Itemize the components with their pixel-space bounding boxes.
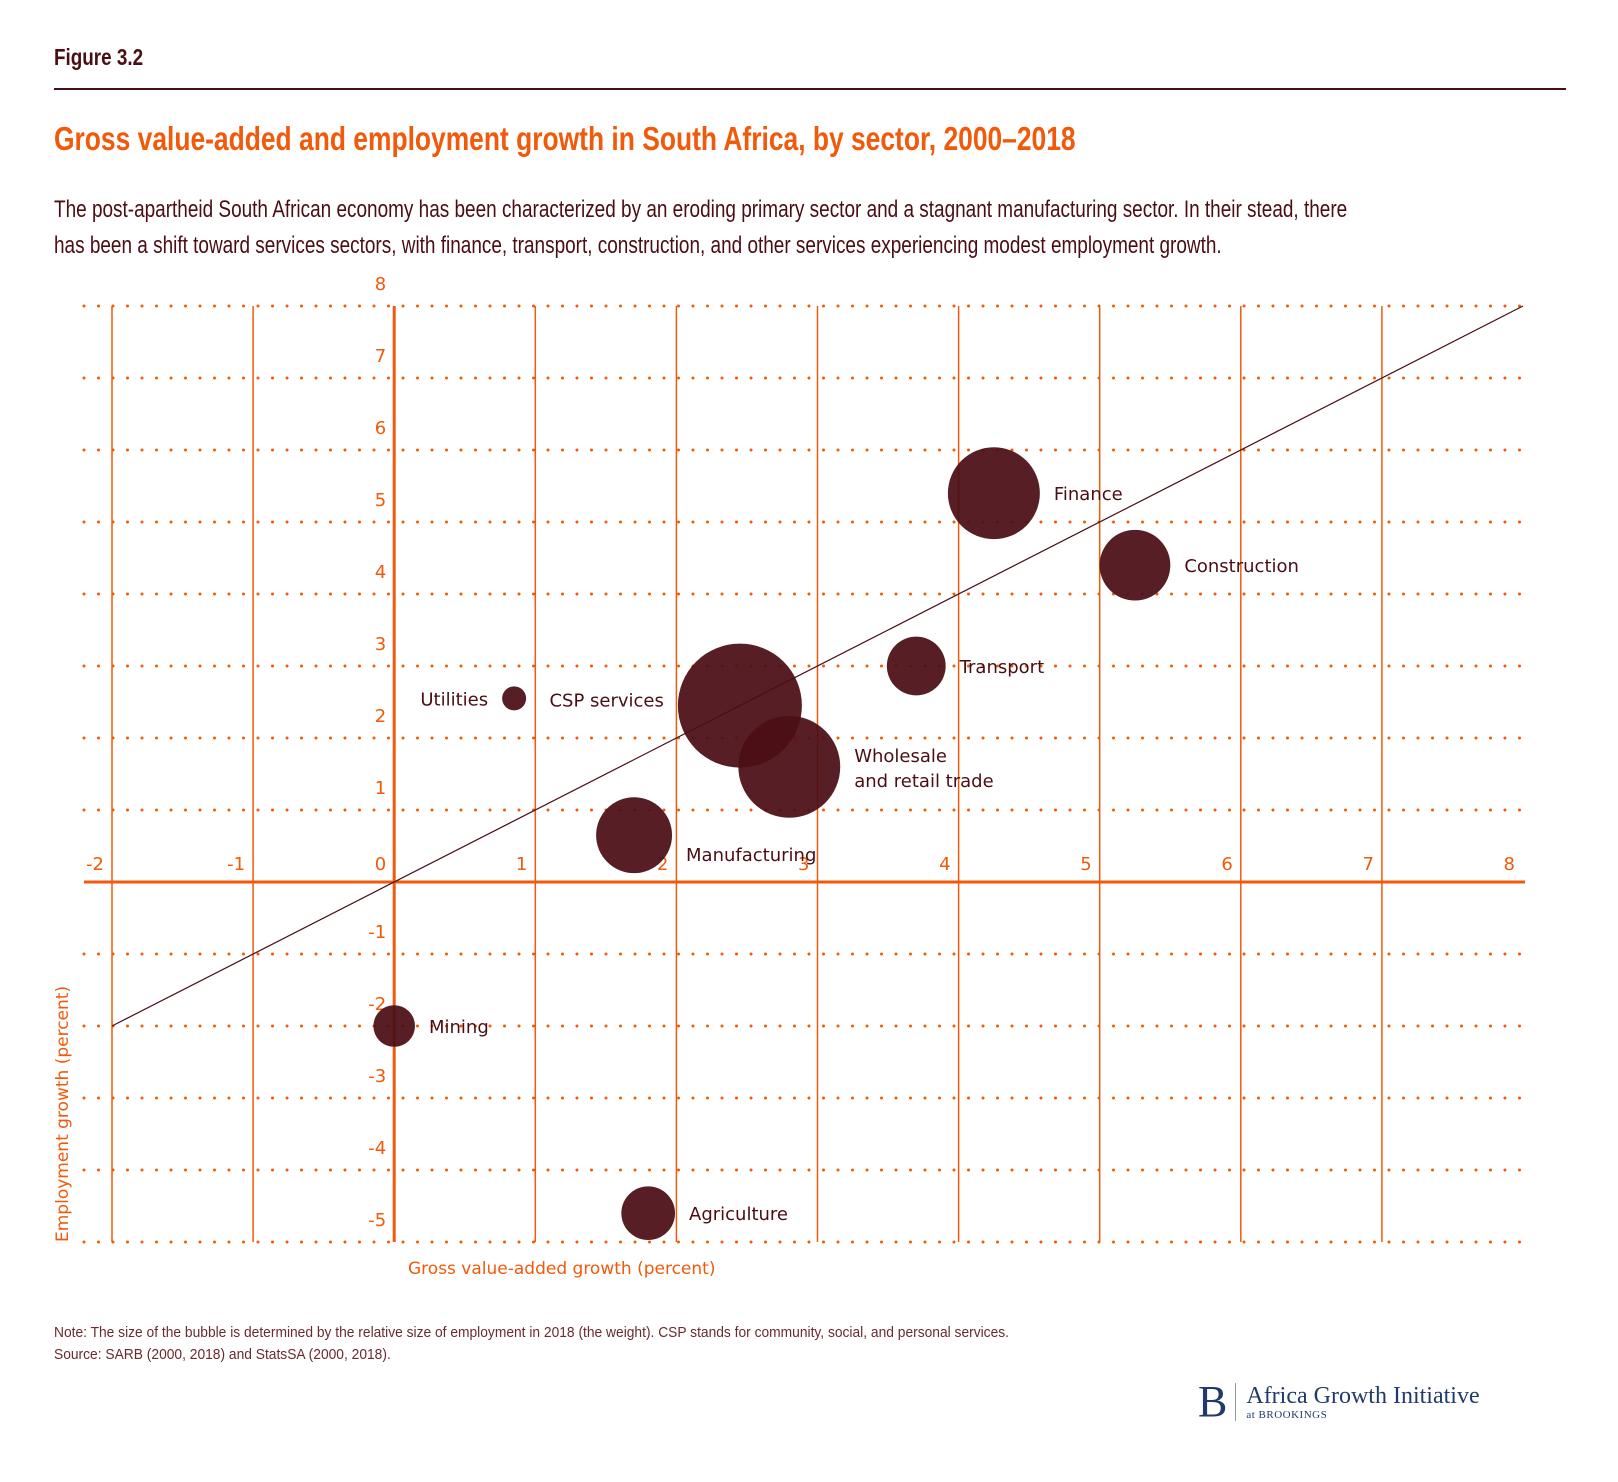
y-tick-label: -3 bbox=[368, 1066, 386, 1087]
bubble-mining bbox=[373, 1005, 415, 1047]
bubble-utilities bbox=[502, 686, 527, 711]
x-tick-label: 2 bbox=[657, 854, 668, 875]
y-tick-label: 3 bbox=[375, 634, 386, 655]
header-rule bbox=[54, 88, 1566, 90]
bubble-finance bbox=[947, 447, 1040, 540]
bubble-label: Construction bbox=[1184, 556, 1299, 577]
bubble-agriculture bbox=[621, 1186, 676, 1241]
source-text: Source: SARB (2000, 2018) and StatsSA (2… bbox=[54, 1346, 391, 1363]
x-tick-label: -2 bbox=[86, 854, 104, 875]
vertical-gridlines bbox=[111, 306, 1383, 1242]
x-tick-label: 1 bbox=[516, 854, 527, 875]
bubble-transport bbox=[886, 636, 946, 696]
figure-label: Figure 3.2 bbox=[54, 44, 144, 70]
y-tick-label: 8 bbox=[375, 274, 386, 295]
subtitle-line: The post-apartheid South African economy… bbox=[54, 196, 1348, 223]
logo-subtitle: at BROOKINGS bbox=[1246, 1409, 1328, 1421]
y-axis-label: Employment growth (percent) bbox=[53, 986, 73, 1242]
bubble-label: Mining bbox=[429, 1017, 489, 1038]
brookings-logo: B Africa Growth Initiative at BROOKINGS bbox=[1198, 1380, 1480, 1424]
bubble-label: Utilities bbox=[420, 689, 488, 710]
bubble-manufacturing bbox=[596, 797, 673, 874]
chart-title: Gross value-added and employment growth … bbox=[54, 120, 1076, 157]
bubble-label: Finance bbox=[1054, 484, 1123, 505]
note-text: Note: The size of the bubble is determin… bbox=[54, 1324, 1009, 1341]
logo-name: Africa Growth Initiative bbox=[1246, 1383, 1480, 1409]
bubble-label: and retail trade bbox=[854, 771, 993, 792]
x-tick-label: 8 bbox=[1504, 854, 1515, 875]
y-tick-label: 1 bbox=[375, 778, 386, 799]
brookings-b-icon: B bbox=[1198, 1377, 1228, 1426]
bubble-construction bbox=[1099, 529, 1171, 601]
bubble-label: Wholesale bbox=[854, 746, 947, 767]
chart-note: Note: The size of the bubble is determin… bbox=[54, 1322, 1009, 1366]
bubble-label: Transport bbox=[959, 657, 1044, 678]
bubble-wholesale-and-retail-trade bbox=[738, 715, 841, 818]
x-tick-label: 3 bbox=[798, 854, 809, 875]
x-axis-label: Gross value-added growth (percent) bbox=[408, 1259, 715, 1279]
y-tick-label: 4 bbox=[375, 562, 386, 583]
y-tick-label: 7 bbox=[375, 346, 386, 367]
y-tick-label: -4 bbox=[368, 1138, 386, 1159]
bubble-label: CSP services bbox=[549, 690, 663, 711]
chart-subtitle: The post-apartheid South African economy… bbox=[54, 192, 1347, 264]
x-tick-label: 0 bbox=[375, 854, 386, 875]
y-tick-label: 5 bbox=[375, 490, 386, 511]
x-tick-label: 6 bbox=[1221, 854, 1232, 875]
x-tick-label: 4 bbox=[939, 854, 950, 875]
x-tick-label: 5 bbox=[1080, 854, 1091, 875]
subtitle-line: has been a shift toward services sectors… bbox=[54, 232, 1222, 259]
y-tick-label: 2 bbox=[375, 706, 386, 727]
y-tick-label: 6 bbox=[375, 418, 386, 439]
bubble-label: Manufacturing bbox=[686, 845, 816, 866]
x-tick-label: 7 bbox=[1362, 854, 1373, 875]
bubbles bbox=[373, 447, 1171, 1241]
y-tick-label: -1 bbox=[368, 922, 386, 943]
y-tick-label: -5 bbox=[368, 1210, 386, 1231]
x-tick-label: -1 bbox=[227, 854, 245, 875]
reference-line bbox=[111, 305, 1524, 1027]
logo-divider bbox=[1235, 1383, 1237, 1421]
bubble-labels: Finance Construction Transport Utilities CSP… bbox=[420, 484, 1299, 1225]
bubble-label: Agriculture bbox=[689, 1204, 788, 1225]
